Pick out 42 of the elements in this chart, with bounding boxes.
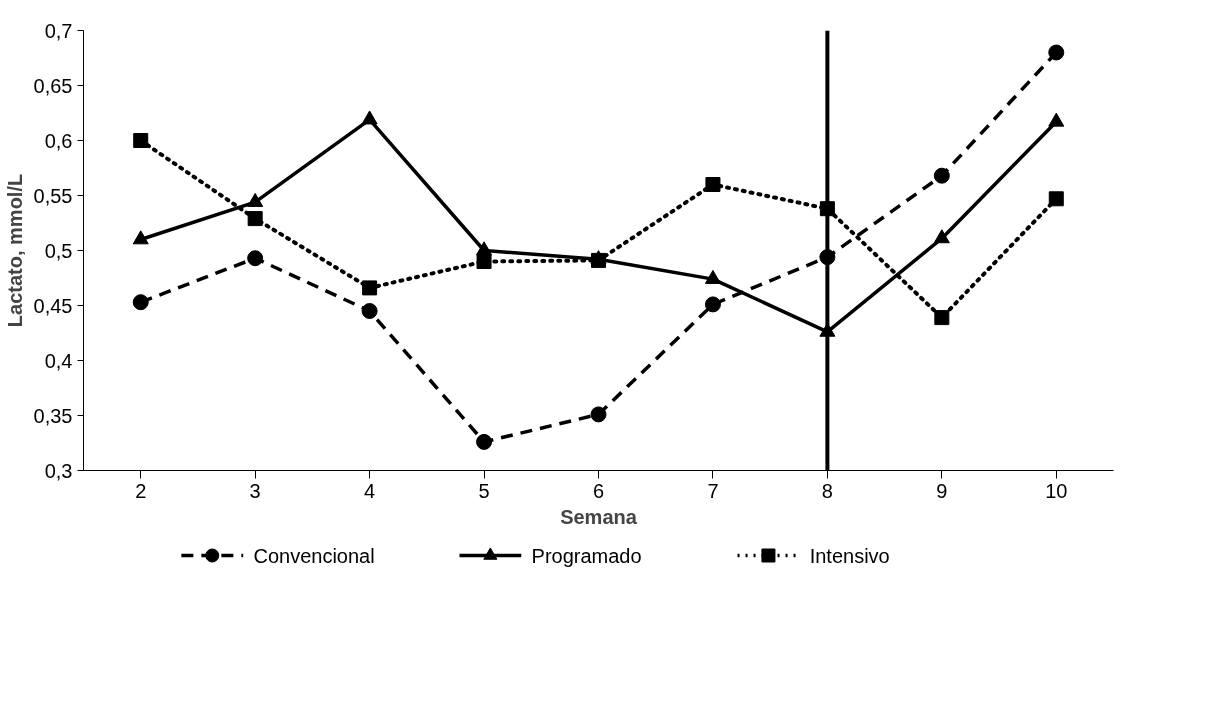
- point: [362, 280, 378, 296]
- point: [1048, 191, 1064, 207]
- y-tick-label: 0,6: [44, 129, 73, 152]
- x-tick-label: 3: [249, 479, 261, 502]
- x-tick-label: 10: [1045, 479, 1068, 502]
- point: [247, 250, 264, 267]
- y-tick-label: 0,45: [33, 294, 73, 317]
- legend-label: Programado: [531, 544, 642, 567]
- point: [705, 177, 721, 192]
- point: [476, 433, 493, 450]
- point: [132, 294, 149, 311]
- y-tick-label: 0,4: [44, 349, 73, 372]
- point: [934, 310, 950, 326]
- x-tick-label: 8: [821, 479, 833, 502]
- y-tick-label: 0,7: [44, 19, 73, 42]
- point: [933, 167, 950, 184]
- x-tick-label: 4: [364, 479, 376, 502]
- point: [476, 254, 492, 269]
- y-tick-label: 0,5: [44, 239, 73, 262]
- x-tick-label: 9: [936, 479, 948, 502]
- point: [247, 211, 263, 227]
- point: [933, 229, 950, 244]
- point: [361, 303, 378, 319]
- y-tick-label: 0,3: [44, 459, 73, 482]
- point: [590, 406, 607, 423]
- legend-label: Convencional: [253, 544, 375, 567]
- point: [704, 296, 721, 313]
- x-tick-label: 5: [478, 479, 490, 502]
- y-axis-title: Lactato, mmol/L: [3, 173, 26, 328]
- x-tick-label: 2: [135, 479, 147, 502]
- point: [1048, 44, 1065, 61]
- point: [133, 133, 149, 148]
- x-axis-title: Semana: [560, 505, 638, 528]
- point: [1048, 112, 1065, 127]
- x-tick-label: 6: [592, 479, 605, 502]
- point: [361, 110, 378, 125]
- legend-label: Intensivo: [809, 544, 890, 567]
- point: [132, 230, 149, 245]
- x-tick-label: 7: [707, 479, 719, 502]
- y-tick-label: 0,55: [33, 184, 73, 207]
- y-tick-label: 0,65: [33, 74, 73, 97]
- y-tick-label: 0,35: [33, 404, 73, 427]
